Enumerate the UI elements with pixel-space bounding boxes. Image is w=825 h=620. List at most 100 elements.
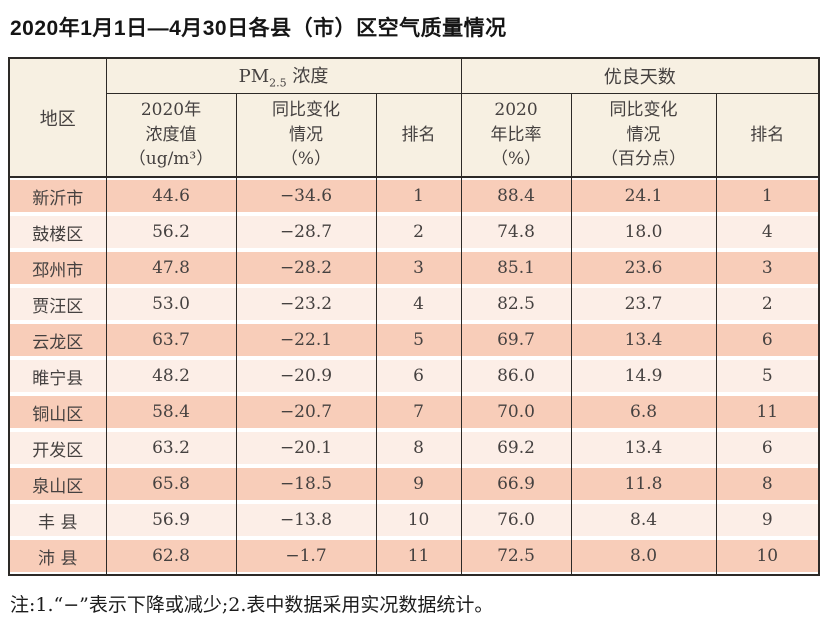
cell-days-ratio: 88.4	[460, 177, 572, 214]
cell-pm-value: 47.8	[105, 250, 236, 286]
cell-pm-change: −20.9	[235, 358, 376, 394]
cell-days-ratio: 70.0	[460, 394, 572, 430]
cell-pm-change: −28.2	[235, 250, 376, 286]
cell-days-ratio: 69.2	[460, 430, 572, 466]
cell-pm-change: −34.6	[235, 177, 376, 214]
cell-days-change: 8.0	[570, 538, 717, 575]
cell-pm-change: −18.5	[235, 466, 376, 502]
cell-days-change: 13.4	[570, 322, 717, 358]
cell-days-change: 13.4	[570, 430, 717, 466]
cell-pm-rank: 9	[375, 466, 462, 502]
cell-pm-rank: 1	[375, 177, 462, 214]
table-row: 邳州市 47.8 −28.2 3 85.1 23.6 3	[9, 250, 820, 286]
table-row: 泉山区 65.8 −18.5 9 66.9 11.8 8	[9, 466, 820, 502]
column-header-days-ratio: 2020 年比率 （%）	[460, 93, 572, 178]
cell-days-change: 24.1	[570, 177, 717, 214]
cell-pm-rank: 7	[375, 394, 462, 430]
cell-pm-rank: 5	[375, 322, 462, 358]
header-group-row: 地区 PM2.5 浓度 优良天数	[9, 58, 820, 178]
cell-days-rank: 11	[715, 394, 820, 430]
cell-pm-change: −20.1	[235, 430, 376, 466]
cell-pm-value: 48.2	[105, 358, 236, 394]
cell-pm-change: −13.8	[235, 502, 376, 538]
cell-days-change: 14.9	[570, 358, 717, 394]
cell-days-ratio: 72.5	[460, 538, 572, 575]
column-header-pm-value: 2020年 浓度值 （ug/m³）	[105, 93, 236, 178]
air-quality-table: 地区 PM2.5 浓度 优良天数 2020年 浓度值 （ug/m³） 同比变化 …	[8, 57, 821, 576]
column-header-pm-rank: 排名	[375, 93, 462, 178]
cell-pm-rank: 6	[375, 358, 462, 394]
cell-pm-change: −22.1	[235, 322, 376, 358]
table-row: 新沂市 44.6 −34.6 1 88.4 24.1 1	[9, 177, 820, 214]
cell-pm-value: 63.7	[105, 322, 236, 358]
table-row: 贾汪区 53.0 −23.2 4 82.5 23.7 2	[9, 286, 820, 322]
pm25-label-base: PM	[238, 66, 270, 88]
table-row: 云龙区 63.7 −22.1 5 69.7 13.4 6	[9, 322, 820, 358]
cell-pm-rank: 2	[375, 214, 462, 250]
cell-days-rank: 5	[715, 358, 820, 394]
cell-region: 邳州市	[9, 250, 106, 286]
cell-region: 沛 县	[9, 538, 106, 575]
column-header-days-change: 同比变化 情况 （百分点）	[570, 93, 717, 178]
column-header-region: 地区	[9, 58, 106, 178]
cell-region: 贾汪区	[9, 286, 106, 322]
column-header-days-rank: 排名	[715, 93, 820, 178]
table-row: 丰 县 56.9 −13.8 10 76.0 8.4 9	[9, 502, 820, 538]
cell-region: 鼓楼区	[9, 214, 106, 250]
cell-region: 铜山区	[9, 394, 106, 430]
cell-pm-rank: 8	[375, 430, 462, 466]
cell-region: 开发区	[9, 430, 106, 466]
cell-days-ratio: 86.0	[460, 358, 572, 394]
cell-pm-value: 56.2	[105, 214, 236, 250]
cell-days-rank: 10	[715, 538, 820, 575]
cell-pm-value: 63.2	[105, 430, 236, 466]
cell-days-change: 8.4	[570, 502, 717, 538]
header-sub-row: 2020年 浓度值 （ug/m³） 同比变化 情况 （%） 排名 2020 年比…	[9, 93, 820, 178]
cell-days-ratio: 82.5	[460, 286, 572, 322]
column-group-good-days: 优良天数	[460, 58, 820, 94]
pm25-label-subscript: 2.5	[269, 76, 287, 90]
cell-pm-value: 44.6	[105, 177, 236, 214]
cell-days-change: 6.8	[570, 394, 717, 430]
cell-region: 睢宁县	[9, 358, 106, 394]
cell-days-rank: 4	[715, 214, 820, 250]
cell-days-rank: 1	[715, 177, 820, 214]
cell-days-ratio: 76.0	[460, 502, 572, 538]
cell-pm-value: 56.9	[105, 502, 236, 538]
cell-pm-value: 58.4	[105, 394, 236, 430]
cell-days-rank: 6	[715, 430, 820, 466]
column-header-pm-change: 同比变化 情况 （%）	[235, 93, 376, 178]
cell-days-ratio: 74.8	[460, 214, 572, 250]
cell-pm-change: −23.2	[235, 286, 376, 322]
cell-days-rank: 8	[715, 466, 820, 502]
air-quality-table-container: 地区 PM2.5 浓度 优良天数 2020年 浓度值 （ug/m³） 同比变化 …	[8, 57, 821, 576]
cell-days-rank: 6	[715, 322, 820, 358]
cell-days-ratio: 85.1	[460, 250, 572, 286]
cell-days-change: 18.0	[570, 214, 717, 250]
cell-days-change: 23.7	[570, 286, 717, 322]
column-group-pm25: PM2.5 浓度	[105, 58, 462, 94]
cell-days-change: 23.6	[570, 250, 717, 286]
table-row: 铜山区 58.4 −20.7 7 70.0 6.8 11	[9, 394, 820, 430]
cell-region: 新沂市	[9, 177, 106, 214]
cell-pm-change: −20.7	[235, 394, 376, 430]
table-row: 开发区 63.2 −20.1 8 69.2 13.4 6	[9, 430, 820, 466]
cell-pm-value: 53.0	[105, 286, 236, 322]
table-row: 鼓楼区 56.2 −28.7 2 74.8 18.0 4	[9, 214, 820, 250]
table-row: 睢宁县 48.2 −20.9 6 86.0 14.9 5	[9, 358, 820, 394]
cell-days-ratio: 69.7	[460, 322, 572, 358]
table-row: 沛 县 62.8 −1.7 11 72.5 8.0 10	[9, 538, 820, 575]
cell-region: 泉山区	[9, 466, 106, 502]
cell-days-rank: 2	[715, 286, 820, 322]
cell-region: 丰 县	[9, 502, 106, 538]
footnote: 注:1.“−”表示下降或减少;2.表中数据采用实况数据统计。	[10, 594, 494, 616]
cell-pm-value: 62.8	[105, 538, 236, 575]
cell-days-change: 11.8	[570, 466, 717, 502]
page-title: 2020年1月1日—4月30日各县（市）区空气质量情况	[10, 17, 507, 40]
cell-days-rank: 9	[715, 502, 820, 538]
pm25-label-rest: 浓度	[286, 66, 329, 88]
cell-pm-rank: 11	[375, 538, 462, 575]
cell-pm-change: −28.7	[235, 214, 376, 250]
cell-pm-rank: 3	[375, 250, 462, 286]
cell-pm-rank: 10	[375, 502, 462, 538]
